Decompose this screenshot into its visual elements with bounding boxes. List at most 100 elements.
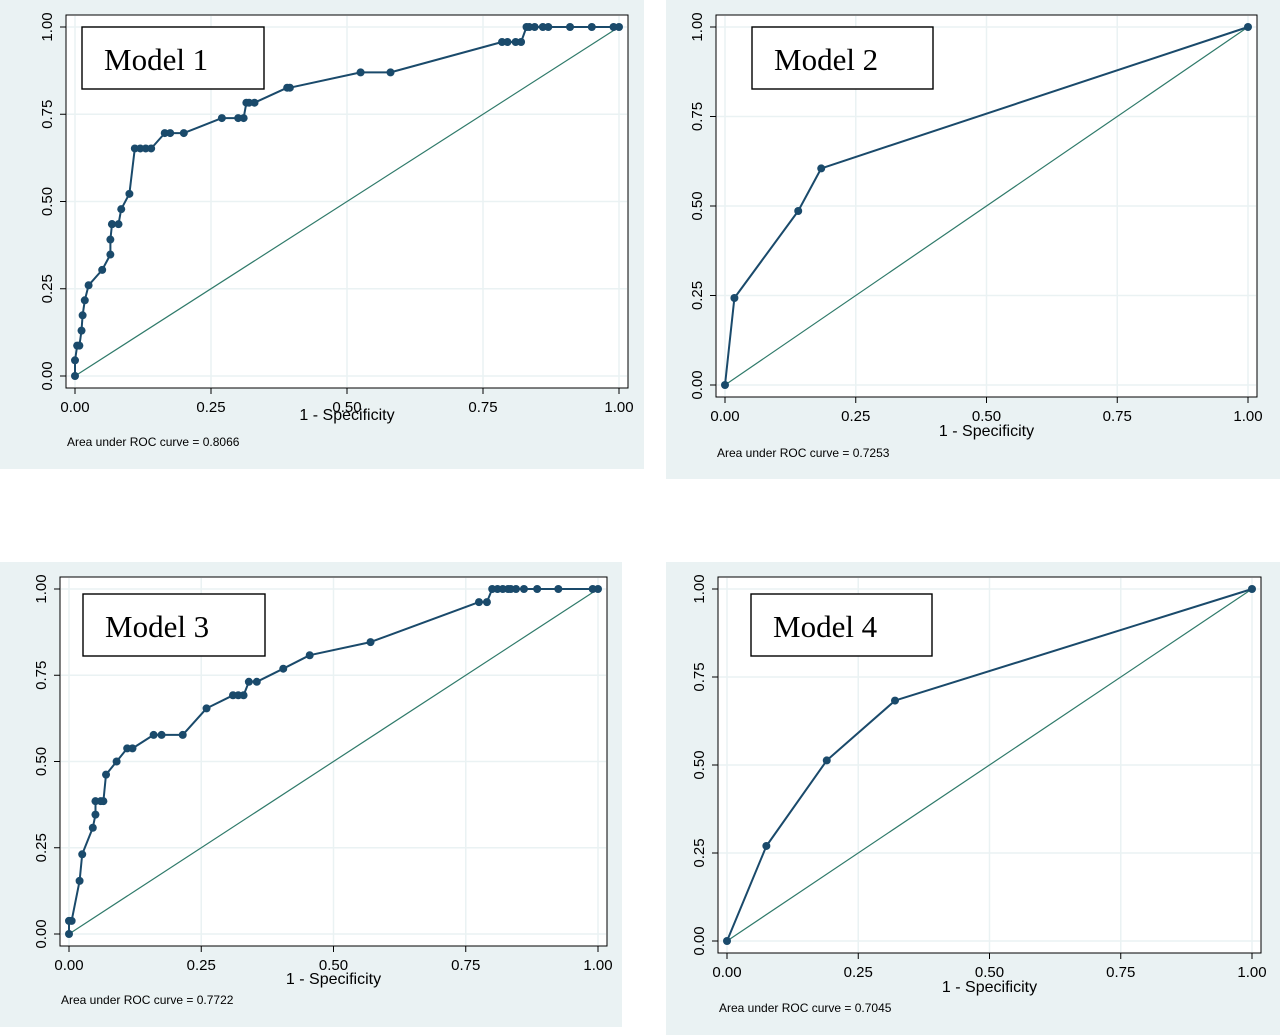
model-title: Model 1 <box>104 42 208 77</box>
reference-line <box>68 588 599 935</box>
reference-line <box>74 26 620 377</box>
y-tick-label: 0.75 <box>33 661 50 690</box>
roc-point <box>794 207 803 216</box>
model-title-box <box>82 593 266 657</box>
roc-point <box>98 265 107 274</box>
roc-point <box>149 730 158 739</box>
roc-point <box>250 98 259 107</box>
roc-point <box>77 326 86 335</box>
x-tick-label: 0.25 <box>844 964 873 981</box>
roc-point <box>106 235 115 244</box>
x-tick-label: 0.50 <box>319 957 348 974</box>
roc-point <box>305 651 314 660</box>
roc-point <box>166 129 175 138</box>
model-title: Model 4 <box>773 609 878 644</box>
y-tick-label: 0.50 <box>39 187 56 216</box>
x-tick-label: 0.00 <box>710 408 739 425</box>
auc-note: Area under ROC curve = 0.8066 <box>67 435 240 449</box>
x-tick-label: 0.00 <box>712 964 741 981</box>
x-tick-label: 0.75 <box>468 399 497 416</box>
roc-point <box>386 68 395 77</box>
roc-point <box>112 757 121 766</box>
roc-point <box>1248 585 1256 593</box>
roc-point <box>80 296 89 305</box>
roc-panel-model-4: 0.00 0.25 0.50 0.75 1.00 0.00 0.25 0.50 0.75 1.00… <box>666 562 1280 1035</box>
roc-point <box>244 677 253 686</box>
roc-point <box>178 730 187 739</box>
y-tick-label: 1.00 <box>39 12 56 41</box>
model-title: Model 2 <box>774 42 878 77</box>
roc-point <box>78 311 87 320</box>
y-tick-label: 0.75 <box>689 102 706 131</box>
roc-point <box>99 797 108 806</box>
model-title-box <box>751 26 934 90</box>
roc-point <box>78 850 87 859</box>
x-tick-label: 1.00 <box>604 399 633 416</box>
y-tick-label: 1.00 <box>689 12 706 41</box>
roc-point <box>102 770 111 779</box>
x-tick-label: 0.00 <box>60 399 89 416</box>
roc-point <box>554 585 563 593</box>
x-tick-label: 0.25 <box>187 957 216 974</box>
roc-point <box>202 704 211 713</box>
roc-point <box>239 114 248 123</box>
roc-point <box>723 937 731 945</box>
roc-point <box>721 381 729 389</box>
y-tick-label: 0.00 <box>691 926 708 955</box>
roc-panel-model-3: 0.00 0.25 0.50 0.75 1.00 0.00 0.25 0.50 0.75 1.00… <box>0 562 622 1027</box>
x-axis-label: 1 - Specificity <box>942 979 1037 996</box>
y-tick-label: 0.25 <box>691 838 708 867</box>
auc-note: Area under ROC curve = 0.7722 <box>61 993 234 1007</box>
roc-point <box>891 696 899 705</box>
y-tick-label: 0.50 <box>33 747 50 776</box>
model-title-box <box>750 593 933 657</box>
roc-point <box>128 744 137 753</box>
roc-point <box>519 585 528 593</box>
y-tick-label: 0.00 <box>39 361 56 390</box>
roc-point <box>114 220 123 229</box>
roc-point <box>566 23 575 31</box>
y-tick-label: 0.50 <box>691 750 708 779</box>
roc-point <box>157 730 166 739</box>
roc-point <box>285 83 294 92</box>
roc-chart-model-1: 0.00 0.25 0.50 0.75 1.00 0.00 0.25 0.50 0.75 1.00… <box>39 12 634 449</box>
roc-point <box>106 250 115 259</box>
roc-point <box>117 205 126 214</box>
roc-point <box>71 372 79 380</box>
y-tick-label: 0.75 <box>691 662 708 691</box>
roc-chart-model-2: 0.00 0.25 0.50 0.75 1.00 0.00 0.25 0.50 0.75 1.00… <box>689 12 1263 460</box>
roc-point <box>366 638 375 647</box>
roc-point <box>125 189 134 198</box>
y-tick-label: 0.75 <box>39 100 56 129</box>
roc-point <box>474 598 483 607</box>
x-axis-label: 1 - Specificity <box>286 971 381 988</box>
x-tick-label: 1.00 <box>1233 408 1262 425</box>
roc-point <box>503 38 512 47</box>
x-tick-label: 0.25 <box>196 399 225 416</box>
x-tick-label: 0.25 <box>841 408 870 425</box>
y-tick-label: 0.25 <box>39 274 56 303</box>
roc-point <box>512 585 521 593</box>
x-tick-label: 0.75 <box>1103 408 1132 425</box>
x-tick-label: 0.50 <box>972 408 1001 425</box>
roc-point <box>217 114 226 123</box>
roc-point <box>730 294 739 303</box>
roc-point <box>482 598 491 607</box>
roc-point <box>147 144 156 153</box>
roc-point <box>1244 23 1252 31</box>
roc-point <box>75 876 84 885</box>
roc-point <box>517 38 526 47</box>
reference-line <box>726 588 1253 942</box>
roc-point <box>587 23 596 31</box>
x-tick-label: 0.00 <box>54 957 83 974</box>
roc-chart-model-3: 0.00 0.25 0.50 0.75 1.00 0.00 0.25 0.50 0.75 1.00… <box>33 574 613 1007</box>
y-tick-label: 1.00 <box>691 574 708 603</box>
roc-point <box>594 585 602 593</box>
roc-point <box>239 691 248 700</box>
model-title-box <box>81 26 265 90</box>
roc-point <box>179 129 188 138</box>
x-tick-label: 0.75 <box>451 957 480 974</box>
roc-point <box>252 677 261 686</box>
roc-point <box>615 23 623 31</box>
y-tick-label: 0.00 <box>33 919 50 948</box>
